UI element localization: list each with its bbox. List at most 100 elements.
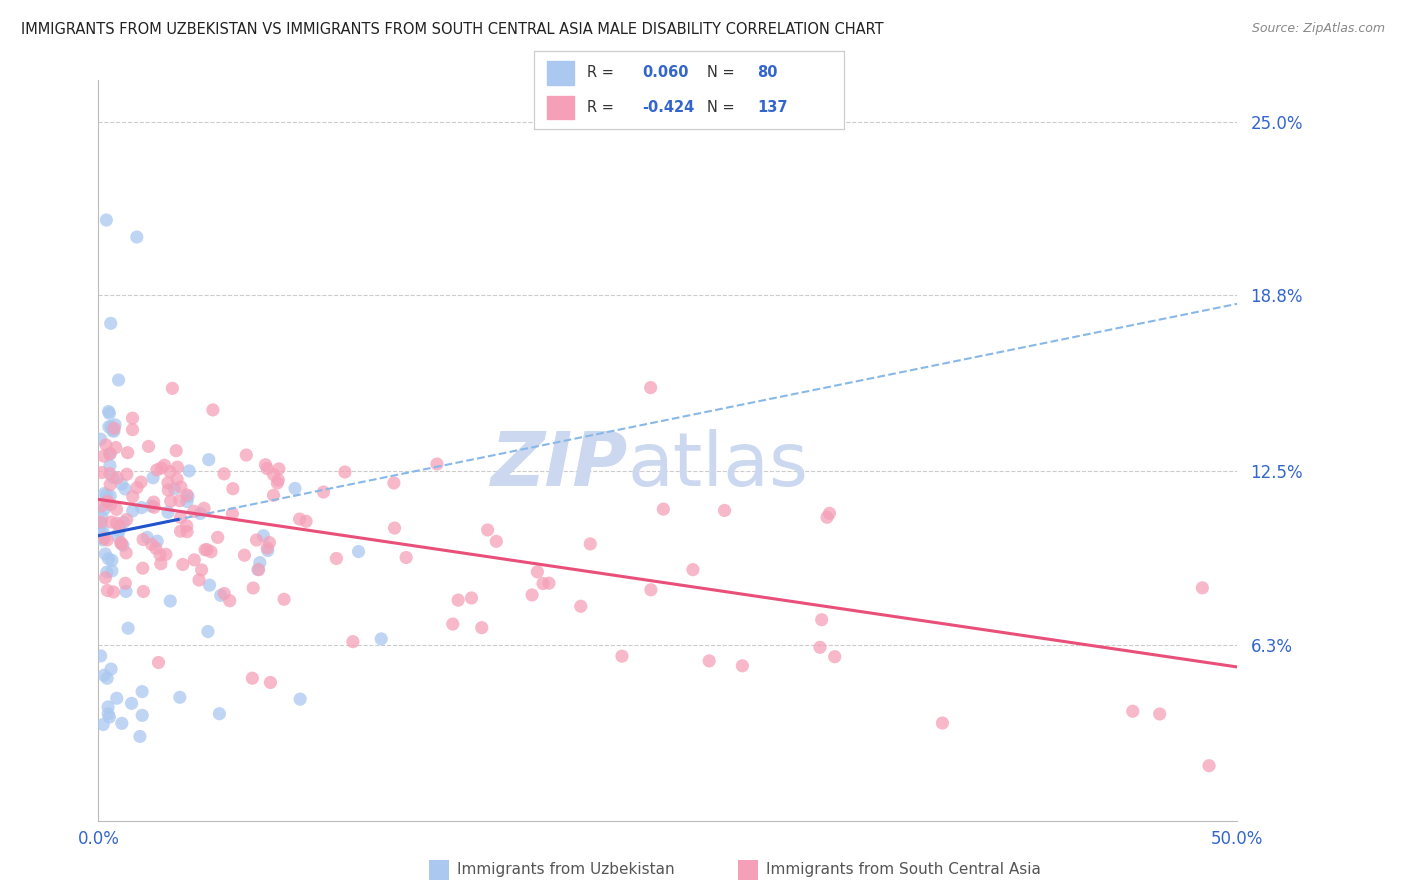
Point (682, 563, 704, 577)
Point (108, 519, 131, 533)
Point (96, 493, 118, 508)
Point (97, 551, 120, 566)
Point (170, 480, 193, 494)
Point (117, 445, 139, 459)
Point (107, 471, 129, 485)
Point (179, 464, 201, 478)
Point (169, 493, 191, 508)
Point (267, 462, 290, 476)
Point (129, 475, 152, 489)
Point (105, 516, 128, 530)
Point (141, 537, 163, 551)
Text: R =: R = (586, 100, 614, 115)
Point (312, 485, 335, 500)
Point (235, 448, 257, 462)
Point (93, 668, 115, 682)
Point (640, 381, 662, 395)
Point (103, 585, 125, 599)
Point (165, 443, 187, 458)
Point (526, 565, 548, 579)
Point (212, 467, 235, 481)
Point (520, 588, 543, 602)
Text: Immigrants from South Central Asia: Immigrants from South Central Asia (766, 863, 1042, 877)
Point (333, 465, 356, 479)
Text: atlas: atlas (628, 429, 808, 502)
Point (93, 486, 115, 500)
Point (105, 691, 128, 706)
Point (96, 565, 118, 579)
Point (115, 546, 138, 560)
Point (188, 507, 211, 521)
Point (731, 658, 754, 673)
Point (471, 621, 494, 635)
Point (121, 504, 143, 518)
Point (114, 482, 136, 496)
Point (100, 498, 122, 512)
Point (93, 532, 115, 546)
Point (142, 471, 165, 485)
Point (100, 419, 122, 434)
Point (569, 599, 592, 614)
Point (156, 505, 179, 519)
Point (697, 654, 720, 668)
Point (249, 556, 271, 570)
Point (212, 586, 235, 600)
Point (101, 564, 124, 578)
Point (136, 530, 159, 544)
Point (94, 571, 117, 585)
Point (290, 692, 312, 706)
Point (221, 507, 243, 521)
Point (266, 475, 288, 490)
Point (931, 716, 953, 731)
Point (114, 576, 136, 591)
Point (159, 494, 181, 508)
Point (347, 544, 370, 558)
Point (176, 524, 198, 539)
Point (90, 516, 112, 531)
Point (273, 592, 295, 607)
Point (256, 541, 278, 555)
Point (141, 499, 163, 513)
Point (447, 593, 470, 607)
Point (485, 534, 508, 549)
Bar (547, 95, 575, 120)
Point (531, 576, 554, 591)
Point (263, 488, 285, 502)
Point (177, 490, 200, 504)
Point (166, 460, 188, 475)
Point (97, 404, 120, 418)
Point (256, 461, 278, 475)
Point (110, 535, 132, 549)
Point (252, 529, 274, 543)
Point (91, 533, 114, 547)
Point (90, 432, 112, 446)
Point (94, 438, 117, 452)
Point (121, 411, 143, 425)
Point (284, 482, 307, 496)
Point (110, 537, 132, 551)
Point (172, 558, 194, 572)
Point (295, 514, 318, 528)
Text: 80: 80 (756, 65, 778, 80)
Point (146, 534, 169, 549)
Point (108, 524, 131, 538)
Point (101, 424, 124, 438)
Text: 0.060: 0.060 (643, 65, 689, 80)
Point (132, 533, 155, 547)
Point (115, 584, 138, 599)
Point (162, 381, 184, 395)
Text: IMMIGRANTS FROM UZBEKISTAN VS IMMIGRANTS FROM SOUTH CENTRAL ASIA MALE DISABILITY: IMMIGRANTS FROM UZBEKISTAN VS IMMIGRANTS… (21, 22, 884, 37)
Point (652, 502, 675, 516)
Point (640, 582, 662, 597)
Point (233, 548, 256, 562)
Bar (547, 61, 575, 85)
Point (98, 489, 121, 503)
Point (325, 551, 347, 566)
Point (97, 420, 120, 434)
Point (90, 515, 112, 529)
Point (142, 495, 165, 509)
Point (197, 624, 219, 639)
Point (101, 470, 124, 484)
Point (91, 524, 114, 538)
Point (121, 490, 143, 504)
